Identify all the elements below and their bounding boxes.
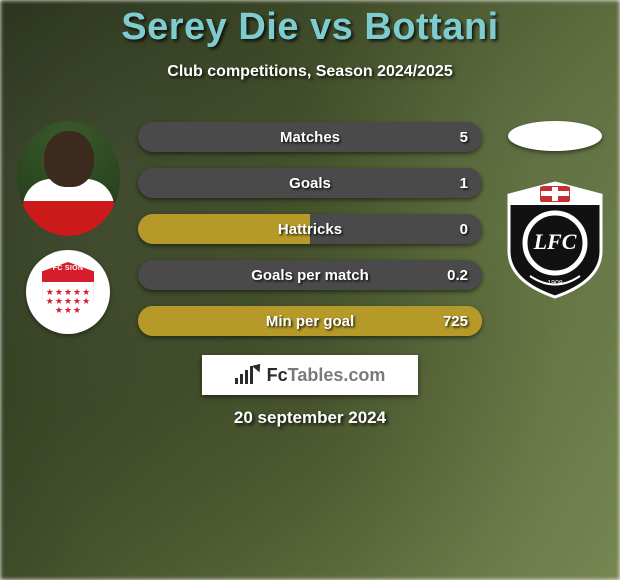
player2-name: Bottani	[364, 6, 498, 48]
stat-value: 0	[460, 214, 468, 244]
player1-name: Serey Die	[121, 6, 299, 48]
stat-row: Hattricks0	[138, 214, 482, 244]
stat-row: Goals per match0.2	[138, 260, 482, 290]
stat-row: Matches5	[138, 122, 482, 152]
player2-club-logo: LFC 1908	[505, 181, 605, 299]
player2-column: LFC 1908	[500, 121, 610, 299]
brand-text: FcTables.com	[267, 365, 386, 386]
stat-value: 725	[443, 306, 468, 336]
player1-photo	[17, 121, 120, 236]
sion-stars-icon: ★★★★★★ ★★★★★★★	[42, 286, 94, 316]
vs-text: vs	[310, 6, 353, 48]
svg-text:LFC: LFC	[533, 229, 577, 254]
player1-column: FC SION ★★★★★★ ★★★★★★★	[8, 121, 128, 334]
headline: Serey Die vs Bottani	[0, 0, 620, 49]
svg-text:1908: 1908	[547, 280, 563, 287]
stat-label: Goals per match	[138, 260, 482, 290]
stat-row: Goals1	[138, 168, 482, 198]
subtitle: Club competitions, Season 2024/2025	[0, 63, 620, 81]
stat-label: Matches	[138, 122, 482, 152]
brand-chart-icon	[235, 366, 263, 384]
stats-list: Matches5Goals1Hattricks0Goals per match0…	[138, 122, 482, 352]
stat-label: Hattricks	[138, 214, 482, 244]
brand-prefix: Fc	[267, 365, 288, 385]
stat-value: 5	[460, 122, 468, 152]
player1-club-name: FC SION	[42, 265, 94, 272]
stat-row: Min per goal725	[138, 306, 482, 336]
stat-label: Goals	[138, 168, 482, 198]
player2-photo	[508, 121, 602, 151]
stat-value: 1	[460, 168, 468, 198]
stat-label: Min per goal	[138, 306, 482, 336]
date-text: 20 september 2024	[0, 408, 620, 428]
brand-suffix: Tables.com	[288, 365, 386, 385]
brand-box[interactable]: FcTables.com	[202, 355, 418, 395]
player1-club-logo: FC SION ★★★★★★ ★★★★★★★	[26, 250, 110, 334]
stat-value: 0.2	[447, 260, 468, 290]
infographic-card: Serey Die vs Bottani Club competitions, …	[0, 0, 620, 580]
